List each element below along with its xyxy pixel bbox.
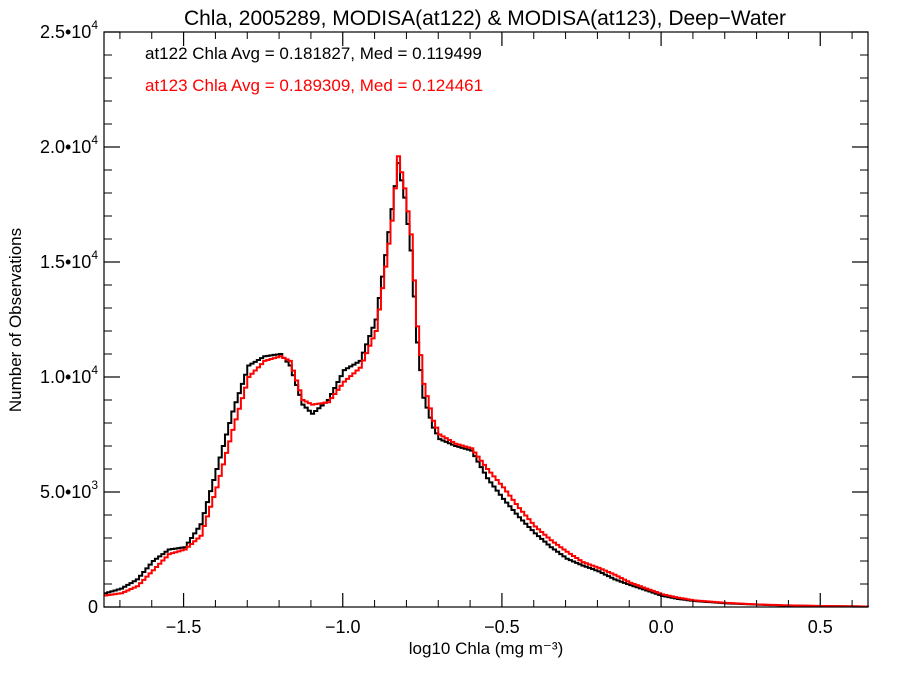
y-tick-label-0: 0 bbox=[88, 597, 98, 617]
x-axis-label: log10 Chla (mg m⁻³) bbox=[409, 639, 563, 658]
at122-stats-annotation: at122 Chla Avg = 0.181827, Med = 0.11949… bbox=[145, 44, 482, 63]
y-tick-label-2: 1.0•104 bbox=[40, 363, 98, 387]
x-tick-label-3: 0.0 bbox=[649, 617, 674, 637]
at123-stats-annotation: at123 Chla Avg = 0.189309, Med = 0.12446… bbox=[145, 76, 483, 95]
x-tick-label-1: −1.0 bbox=[325, 617, 361, 637]
chart-title: Chla, 2005289, MODISA(at122) & MODISA(at… bbox=[184, 7, 786, 30]
x-tick-label-2: −0.5 bbox=[484, 617, 520, 637]
y-tick-label-5: 2.5•104 bbox=[40, 18, 98, 42]
y-axis-label: Number of Observations bbox=[6, 228, 25, 412]
y-tick-label-4: 2.0•104 bbox=[40, 133, 98, 157]
y-tick-label-3: 1.5•104 bbox=[40, 248, 98, 272]
x-tick-label-4: 0.5 bbox=[808, 617, 833, 637]
x-tick-label-0: −1.5 bbox=[166, 617, 202, 637]
series-line-1 bbox=[104, 155, 869, 608]
plot-frame bbox=[103, 31, 869, 608]
series-group bbox=[104, 155, 869, 608]
y-tick-label-1: 5.0•103 bbox=[40, 478, 98, 502]
axis-ticks: −1.5 −1.0 −0.5 0.0 0.5 0 5.0•103 1.0•104 1.5•104… bbox=[40, 18, 868, 637]
